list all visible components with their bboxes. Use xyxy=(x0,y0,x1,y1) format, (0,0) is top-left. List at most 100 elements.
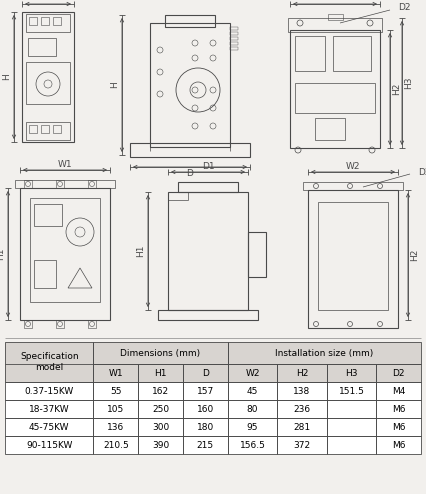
Bar xyxy=(376,382,421,400)
Bar xyxy=(376,418,421,436)
Bar xyxy=(138,364,183,382)
Bar xyxy=(277,436,327,454)
Text: H1: H1 xyxy=(154,369,167,377)
Text: D2: D2 xyxy=(398,3,411,12)
Bar xyxy=(56,180,64,188)
Text: 80: 80 xyxy=(247,405,258,413)
Bar xyxy=(93,400,138,418)
Bar xyxy=(24,180,32,188)
Text: 45-75KW: 45-75KW xyxy=(29,422,69,431)
Bar xyxy=(376,364,421,382)
Bar xyxy=(53,125,61,133)
Text: W: W xyxy=(43,0,52,2)
Bar xyxy=(93,400,138,418)
Bar xyxy=(376,418,421,436)
Bar xyxy=(26,62,70,104)
Bar xyxy=(295,83,375,113)
Bar xyxy=(5,418,93,436)
Text: H1: H1 xyxy=(0,248,6,260)
Text: 372: 372 xyxy=(294,441,311,450)
Bar xyxy=(327,400,376,418)
Text: M6: M6 xyxy=(392,441,406,450)
Text: M6: M6 xyxy=(392,422,406,431)
Bar xyxy=(295,36,325,71)
Bar xyxy=(93,418,138,436)
Bar xyxy=(183,418,228,436)
Text: W2: W2 xyxy=(245,369,260,377)
Bar xyxy=(5,342,93,382)
Text: H1: H1 xyxy=(136,245,146,257)
Bar xyxy=(248,232,266,277)
Bar xyxy=(41,17,49,25)
Bar xyxy=(178,182,238,192)
Bar xyxy=(376,400,421,418)
Text: M6: M6 xyxy=(392,405,406,413)
Bar xyxy=(183,364,228,382)
Bar xyxy=(138,364,183,382)
Bar xyxy=(318,202,388,310)
Bar xyxy=(183,418,228,436)
Bar xyxy=(15,180,115,188)
Bar xyxy=(327,382,376,400)
Bar xyxy=(327,364,376,382)
Text: D: D xyxy=(187,168,193,177)
Text: H2: H2 xyxy=(411,249,420,261)
Bar xyxy=(327,364,376,382)
Text: 390: 390 xyxy=(152,441,169,450)
Text: H2: H2 xyxy=(296,369,308,377)
Text: 90-115KW: 90-115KW xyxy=(26,441,72,450)
Bar xyxy=(228,436,277,454)
Text: W2: W2 xyxy=(346,162,360,170)
Bar xyxy=(230,47,238,50)
Bar xyxy=(138,400,183,418)
Bar xyxy=(308,190,398,328)
Text: H3: H3 xyxy=(345,369,358,377)
Bar xyxy=(315,118,345,140)
Bar xyxy=(303,182,403,190)
Text: W1: W1 xyxy=(58,160,72,168)
Bar xyxy=(88,180,96,188)
Bar xyxy=(228,418,277,436)
Bar xyxy=(138,418,183,436)
Bar xyxy=(165,15,215,27)
Text: H3: H3 xyxy=(405,77,414,89)
Bar xyxy=(228,382,277,400)
Bar xyxy=(93,418,138,436)
Bar xyxy=(138,418,183,436)
Bar xyxy=(277,364,327,382)
Bar xyxy=(56,320,64,328)
Bar xyxy=(28,38,56,56)
Text: 210.5: 210.5 xyxy=(103,441,129,450)
Bar xyxy=(183,364,228,382)
Text: H: H xyxy=(110,82,120,88)
Bar xyxy=(277,364,327,382)
Bar xyxy=(88,320,96,328)
Bar xyxy=(183,400,228,418)
Text: 138: 138 xyxy=(294,386,311,396)
Bar xyxy=(93,436,138,454)
Bar xyxy=(24,320,32,328)
Text: Dimensions (mm): Dimensions (mm) xyxy=(121,348,201,358)
Bar xyxy=(277,418,327,436)
Bar xyxy=(34,204,62,226)
Bar xyxy=(93,382,138,400)
Text: 250: 250 xyxy=(152,405,169,413)
Text: Specification
model: Specification model xyxy=(20,352,78,372)
Text: 281: 281 xyxy=(294,422,311,431)
Bar xyxy=(5,436,93,454)
Bar xyxy=(230,37,238,40)
Text: 162: 162 xyxy=(152,386,169,396)
Bar xyxy=(327,418,376,436)
Bar xyxy=(230,42,238,45)
Bar xyxy=(376,382,421,400)
Text: 136: 136 xyxy=(107,422,124,431)
Bar xyxy=(277,400,327,418)
Bar xyxy=(130,143,250,157)
Text: W1: W1 xyxy=(109,369,123,377)
Bar xyxy=(288,18,382,32)
Bar xyxy=(34,260,56,288)
Text: H: H xyxy=(3,74,12,81)
Bar xyxy=(26,122,70,140)
Bar xyxy=(138,436,183,454)
Text: 157: 157 xyxy=(197,386,214,396)
